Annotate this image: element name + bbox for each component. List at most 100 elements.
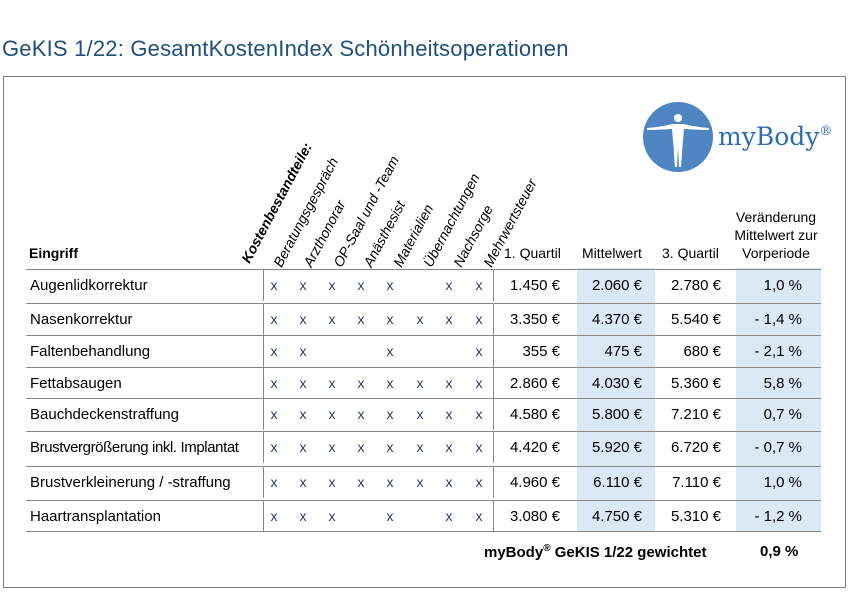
component-mark — [351, 501, 371, 532]
mybody-logo-icon — [643, 102, 713, 172]
component-mark: x — [328, 375, 336, 391]
component-mark: x — [270, 277, 278, 293]
q3-value: 5.540 € — [670, 311, 721, 328]
component-mark: x — [299, 375, 307, 391]
q1-value: 3.080 € — [509, 508, 560, 525]
q3-value: 7.210 € — [670, 406, 721, 423]
header-change-line2: Mittelwert zur — [734, 227, 818, 243]
component-mark: x — [270, 406, 278, 422]
header-eingriff: Eingriff — [29, 245, 78, 261]
index-panel — [3, 76, 846, 588]
component-mark: x — [475, 508, 483, 524]
q1-value: 355 € — [522, 343, 560, 360]
component-mark: x — [270, 508, 278, 524]
component-mark: x — [270, 474, 278, 490]
q3-value: 5.310 € — [670, 508, 721, 525]
header-change-line3: Vorperiode — [742, 245, 810, 261]
component-mark: x — [386, 375, 394, 391]
header-mean: Mittelwert — [582, 245, 642, 261]
component-mark: x — [299, 311, 307, 327]
component-mark: x — [445, 508, 453, 524]
component-mark: x — [445, 474, 453, 490]
mean-value: 4.750 € — [591, 508, 642, 525]
component-mark: x — [416, 439, 424, 455]
component-mark: x — [475, 375, 483, 391]
component-mark: x — [445, 406, 453, 422]
mean-value: 4.030 € — [591, 375, 642, 392]
component-mark: x — [445, 277, 453, 293]
component-mark: x — [328, 406, 336, 422]
component-mark — [351, 336, 371, 367]
component-mark — [410, 336, 430, 367]
component-mark: x — [299, 508, 307, 524]
component-mark: x — [328, 277, 336, 293]
component-mark — [410, 270, 430, 301]
header-change-line1: Veränderung — [735, 209, 817, 225]
weighted-index-value: 0,9 % — [760, 543, 799, 560]
component-mark: x — [299, 406, 307, 422]
change-value: - 1,2 % — [754, 508, 802, 525]
component-mark: x — [357, 474, 365, 490]
table-row: Nasenkorrektur x x x x x x x x 3.350 € 4… — [26, 303, 821, 335]
change-value: 1,0 % — [763, 277, 802, 294]
q3-value: 7.110 € — [672, 474, 721, 491]
procedure-name: Brustvergrößerung inkl. Implantat — [30, 439, 239, 456]
q3-value: 5.360 € — [670, 375, 721, 392]
table-row: Brustvergrößerung inkl. Implantat x x x … — [26, 431, 821, 463]
q1-value: 4.960 € — [509, 474, 560, 491]
q1-value: 4.420 € — [509, 439, 560, 456]
component-mark: x — [270, 439, 278, 455]
mean-value: 2.060 € — [591, 277, 642, 294]
component-mark: x — [270, 375, 278, 391]
change-column-shade — [736, 268, 821, 532]
mean-value: 5.800 € — [591, 406, 642, 423]
table-row: Fettabsaugen x x x x x x x x 2.860 € 4.0… — [26, 367, 821, 399]
component-mark: x — [299, 439, 307, 455]
component-mark: x — [416, 474, 424, 490]
logo-brand: myBody — [718, 122, 820, 151]
procedure-name: Haartransplantation — [30, 508, 161, 525]
logo-wordmark: myBody® — [718, 122, 832, 151]
component-mark: x — [386, 343, 394, 359]
mean-column-shade — [577, 268, 655, 532]
procedure-name: Bauchdeckenstraffung — [30, 406, 179, 423]
component-mark: x — [386, 439, 394, 455]
q3-value: 680 € — [683, 343, 721, 360]
weighted-index-label: myBody® GeKIS 1/22 gewichtet — [484, 543, 706, 561]
header-q3: 3. Quartil — [662, 245, 719, 261]
component-mark: x — [270, 311, 278, 327]
component-mark: x — [475, 406, 483, 422]
q3-value: 2.780 € — [670, 277, 721, 294]
component-mark: x — [416, 406, 424, 422]
change-value: 5,8 % — [763, 375, 802, 392]
component-mark: x — [357, 277, 365, 293]
component-mark: x — [357, 311, 365, 327]
component-mark: x — [299, 277, 307, 293]
component-mark: x — [445, 311, 453, 327]
logo-reg: ® — [819, 124, 833, 139]
component-mark — [439, 336, 459, 367]
footer-reg: ® — [543, 543, 551, 554]
component-mark: x — [475, 277, 483, 293]
component-mark — [322, 336, 342, 367]
procedure-name: Nasenkorrektur — [30, 311, 133, 328]
component-mark: x — [357, 375, 365, 391]
change-value: - 2,1 % — [754, 343, 802, 360]
component-mark: x — [475, 343, 483, 359]
q3-value: 6.720 € — [670, 439, 721, 456]
procedure-name: Augenlidkorrektur — [30, 277, 148, 294]
component-mark: x — [357, 439, 365, 455]
component-mark: x — [475, 439, 483, 455]
table-row: Augenlidkorrektur x x x x x x x 1.450 € … — [26, 269, 821, 301]
change-value: 1,0 % — [763, 474, 802, 491]
table-row: Bauchdeckenstraffung x x x x x x x x 4.5… — [26, 398, 821, 430]
component-mark: x — [386, 277, 394, 293]
footer-brand: myBody — [484, 544, 544, 561]
component-mark: x — [328, 311, 336, 327]
component-mark: x — [416, 375, 424, 391]
header-q1: 1. Quartil — [504, 245, 561, 261]
component-mark: x — [386, 474, 394, 490]
table-row: Haartransplantation x x x x x x 3.080 € … — [26, 500, 821, 532]
component-mark: x — [475, 311, 483, 327]
procedure-name: Brustverkleinerung / -straffung — [30, 474, 231, 491]
